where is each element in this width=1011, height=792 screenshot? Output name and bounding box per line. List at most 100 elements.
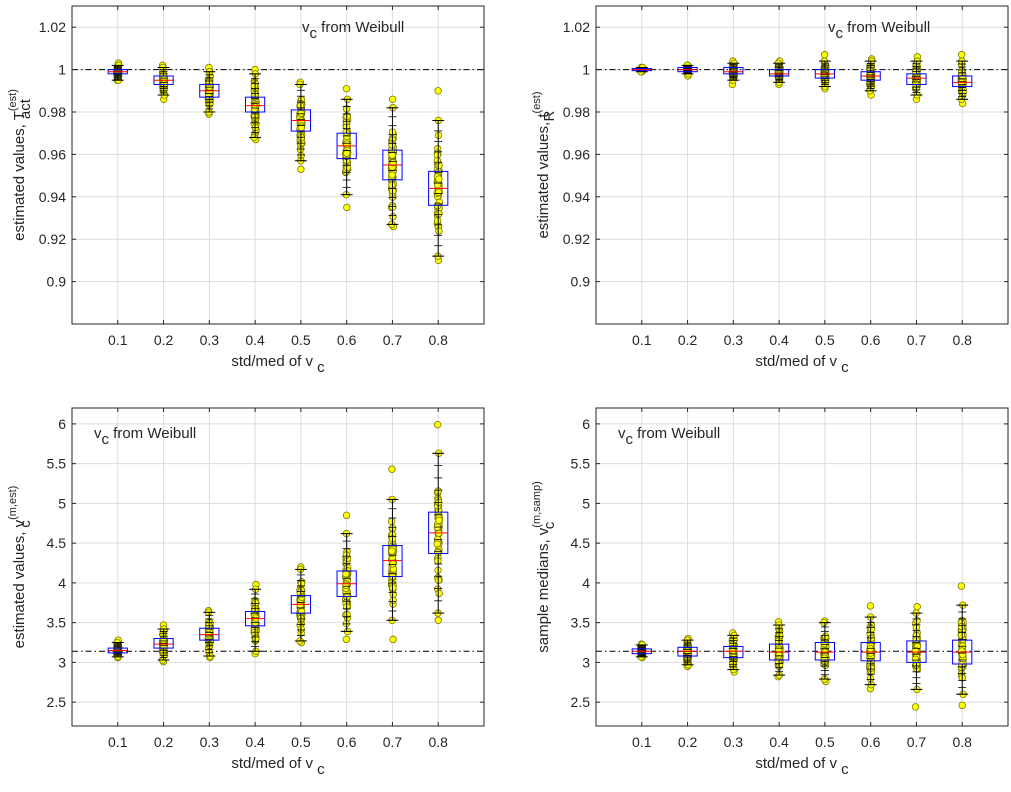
box-0.3 <box>723 57 744 89</box>
sample-point <box>342 511 351 520</box>
subplot-1: 0.9 0.92 0.94 0.96 0.98 1 1.02 0.1 0.2 0.3 0.4 0.5 0… <box>7 5 485 376</box>
box-0.3 <box>199 607 220 662</box>
box-iqr <box>723 646 744 659</box>
x-tick-label: 0.8 <box>428 332 448 348</box>
sample-point <box>342 84 351 93</box>
x-tick-label: 0.6 <box>861 734 881 750</box>
y-tick-label: 1 <box>58 62 66 78</box>
sample-point <box>343 149 351 157</box>
subplot-2: 0.9 0.92 0.94 0.96 0.98 1 1.02 0.1 0.2 0.3 0.4 0.5 0… <box>531 5 1009 376</box>
x-tick-label: 0.6 <box>337 332 357 348</box>
box-0.8 <box>428 87 449 265</box>
x-tick-label: 0.2 <box>678 734 698 750</box>
box-0.2 <box>677 61 698 80</box>
x-tick-label: 0.5 <box>815 734 835 750</box>
box-iqr <box>768 69 790 77</box>
sample-point <box>389 212 397 221</box>
sample-point <box>388 95 397 103</box>
box-0.4 <box>768 618 790 681</box>
x-tick-label: 0.1 <box>108 734 128 750</box>
sample-point <box>388 547 396 555</box>
box-0.4 <box>768 57 790 89</box>
y-axis-label: estimated values, t(est)R <box>531 91 558 238</box>
x-tick-label: 0.1 <box>632 332 652 348</box>
x-axis-label: std/med of v c <box>755 353 849 376</box>
sample-point <box>435 175 443 183</box>
box-0.1 <box>631 63 652 76</box>
sample-point <box>821 632 830 641</box>
box-0.3 <box>199 63 220 118</box>
y-tick-label: 4.5 <box>47 535 67 551</box>
y-tick-label: 3.5 <box>47 615 67 631</box>
x-tick-label: 0.6 <box>337 734 357 750</box>
x-tick-label: 0.7 <box>907 734 927 750</box>
box-iqr <box>952 75 973 88</box>
y-tick-label: 5 <box>58 495 66 511</box>
sample-point <box>160 75 168 84</box>
x-tick-label: 0.6 <box>861 332 881 348</box>
sample-point <box>913 603 921 611</box>
y-tick-label: 2.5 <box>47 694 67 710</box>
y-tick-label: 0.96 <box>563 146 590 162</box>
box-0.8 <box>952 582 973 710</box>
sample-point <box>252 634 260 643</box>
y-tick-label: 0.92 <box>39 231 66 247</box>
annotation-text: vc from Weibull <box>618 425 720 448</box>
sample-point <box>389 560 397 568</box>
x-tick-label: 0.1 <box>632 734 652 750</box>
sample-point <box>911 68 920 76</box>
x-tick-label: 0.1 <box>108 332 128 348</box>
y-tick-label: 4.5 <box>571 535 591 551</box>
box-0.1 <box>107 636 128 662</box>
sample-point <box>343 203 351 212</box>
annotation-text: vc from Weibull <box>828 19 930 42</box>
sample-point <box>389 584 397 592</box>
y-tick-label: 5 <box>582 495 590 511</box>
x-tick-label: 0.5 <box>291 332 311 348</box>
y-tick-label: 3 <box>582 654 590 670</box>
sample-point <box>867 664 875 673</box>
box-0.1 <box>107 59 128 84</box>
x-tick-label: 0.4 <box>245 734 265 750</box>
box-iqr <box>814 642 836 661</box>
y-tick-label: 1.02 <box>39 19 66 35</box>
y-tick-label: 4 <box>582 575 590 591</box>
sample-point <box>866 602 875 610</box>
x-axis-label: std/med of v c <box>231 353 325 376</box>
x-tick-label: 0.4 <box>769 734 789 750</box>
sample-point <box>867 625 876 633</box>
sample-point <box>774 637 783 645</box>
x-tick-label: 0.3 <box>200 734 220 750</box>
y-tick-label: 6 <box>582 416 590 432</box>
y-axis-label: estimated values, v(m,est)c <box>7 486 34 649</box>
box-0.8 <box>952 51 973 108</box>
axes-frame <box>71 407 485 727</box>
sample-point <box>435 589 443 598</box>
sample-point <box>435 516 443 524</box>
sample-point <box>433 157 442 165</box>
box-0.7 <box>906 53 927 103</box>
sample-point <box>387 517 396 526</box>
box-iqr <box>153 638 174 649</box>
box-iqr <box>723 66 744 75</box>
box-0.4 <box>244 65 266 144</box>
y-tick-label: 2.5 <box>571 694 591 710</box>
x-tick-label: 0.7 <box>907 332 927 348</box>
sample-point <box>957 51 966 59</box>
box-0.6 <box>860 602 881 693</box>
sample-point <box>343 163 351 172</box>
sample-point <box>957 631 966 639</box>
sample-point <box>388 151 396 159</box>
sample-point <box>250 82 258 90</box>
box-0.2 <box>153 61 174 103</box>
y-tick-label: 0.94 <box>39 189 66 205</box>
y-tick-label: 4 <box>58 575 66 591</box>
y-tick-label: 3.5 <box>571 615 591 631</box>
sample-point <box>434 188 443 196</box>
y-tick-label: 3 <box>58 654 66 670</box>
box-0.7 <box>906 603 927 711</box>
x-tick-label: 0.3 <box>724 332 744 348</box>
box-0.6 <box>860 55 881 99</box>
box-0.5 <box>814 617 836 686</box>
